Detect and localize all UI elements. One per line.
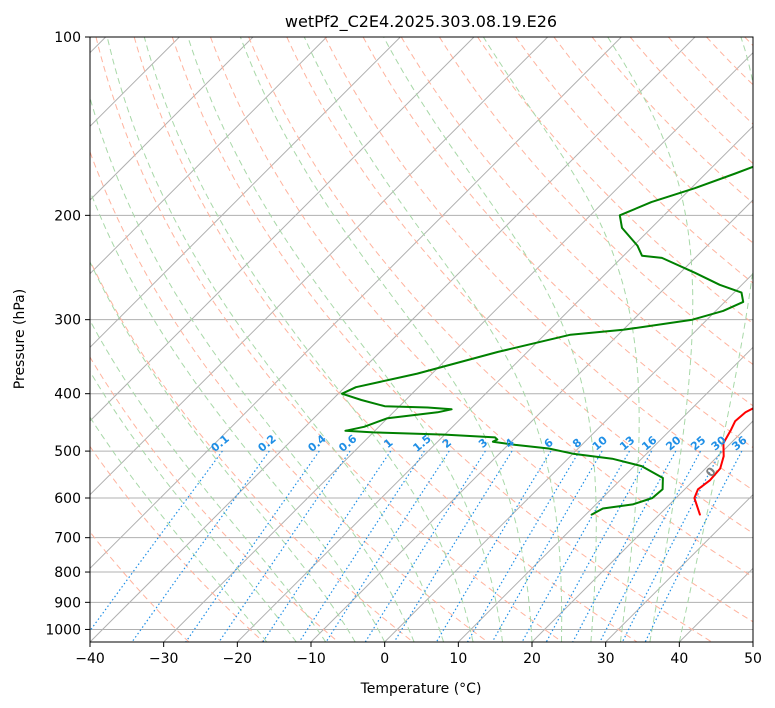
moist-adiabat-line [303,37,563,642]
moist-adiabat-line [90,189,386,642]
moist-adiabat-line [90,370,297,642]
plot-area: 0.10.20.40.611.52346810131620253036-100-… [90,37,753,642]
isotherm-line [90,37,254,201]
isotherm-line [163,51,753,642]
y-tick-label: 400 [54,387,81,403]
mixing-ratio-line [491,450,603,642]
dry-adiabat-line [171,37,712,642]
y-tick-label: 300 [54,313,81,329]
dry-adiabat-line [90,259,414,642]
mixing-ratio-line [393,450,513,642]
dry-adiabat-line [400,37,753,407]
y-tick-label: 600 [54,491,81,507]
moist-adiabat-line [383,37,597,642]
mixing-ratio-line [521,450,631,642]
moist-adiabat-line [239,37,533,642]
moist-adiabat-lines [90,37,753,642]
dry-adiabat-line [362,37,753,449]
x-tick-label: 40 [670,651,688,667]
y-tick-label: 500 [54,444,81,460]
x-tick-label: −40 [75,651,105,667]
dewpoint-profile-line [341,165,753,516]
plot-frame [89,36,754,643]
dry-adiabat-line [90,356,339,642]
isotherm-line [90,37,328,275]
mixing-ratio-line [621,450,722,642]
isotherm-line [236,125,753,642]
dry-adiabat-line [438,37,753,366]
mixing-ratio-lines [90,450,743,642]
moist-adiabat-line [187,37,503,642]
dry-adiabat-line [210,37,753,623]
moist-adiabat-line [678,37,753,642]
mixing-ratio-line [185,450,320,642]
x-tick-label: 0 [380,651,389,667]
dry-adiabat-line [591,37,753,204]
x-tick-label: −20 [223,651,253,667]
isotherm-line [90,37,401,349]
x-tick-label: 10 [449,651,467,667]
x-tick-label: 30 [597,651,615,667]
dry-adiabat-line [324,37,753,491]
mixing-ratio-line [545,450,653,642]
dry-adiabat-line [133,37,638,642]
x-tick-label: 20 [523,651,541,667]
isotherm-line [90,37,475,422]
y-tick-label: 900 [54,595,81,611]
mixing-ratio-line [131,450,270,642]
mixing-ratio-line [218,450,351,642]
isotherm-line [605,493,753,642]
isotherm-line [384,272,753,642]
mixing-ratio-line [364,450,486,642]
isotherm-line [531,420,753,642]
y-tick-label: 200 [54,208,81,224]
dry-adiabat-line [553,37,753,244]
y-tick-label: 100 [54,30,81,46]
moist-adiabat-line [90,260,356,642]
temperature-profile-line [693,407,753,516]
dry-adiabat-line [95,37,563,642]
x-tick-label: −10 [296,651,326,667]
chart-title: wetPf2_C2E4.2025.303.08.19.E26 [285,12,557,32]
mixing-ratio-line [435,450,552,642]
moist-adiabat-line [90,96,415,642]
moist-adiabat-line [607,37,694,642]
profile-series [341,165,753,516]
moist-adiabat-line [106,37,445,642]
dry-adiabat-line [286,37,753,534]
moist-adiabat-line [90,416,268,642]
x-tick-label: 50 [744,651,762,667]
mixing-ratio-line [572,450,677,642]
y-tick-label: 1000 [45,622,81,638]
dry-adiabat-lines [90,37,753,642]
dry-adiabat-line [248,37,753,578]
pressure-gridlines [90,37,753,630]
moist-adiabat-line [143,37,474,642]
isotherm-line [90,37,622,570]
isotherm-line [90,37,696,642]
x-tick-label: −30 [149,651,179,667]
mixing-ratio-line [599,450,702,642]
isotherm-line [90,37,549,496]
moist-adiabat-line [482,37,640,642]
x-axis-label: Temperature (°C) [360,681,482,697]
mixing-ratio-line [466,450,580,642]
y-axis-ticks: 100 200 300 400 500 600 700 800 900 1000 [45,30,90,638]
y-tick-label: 800 [54,565,81,581]
dry-adiabat-line [90,445,264,642]
y-axis-label: Pressure (hPa) [12,289,28,389]
moist-adiabat-line [90,319,327,642]
x-axis-ticks: −40 −30 −20 −10 0 10 20 30 40 50 [75,642,762,667]
y-tick-label: 700 [54,531,81,547]
